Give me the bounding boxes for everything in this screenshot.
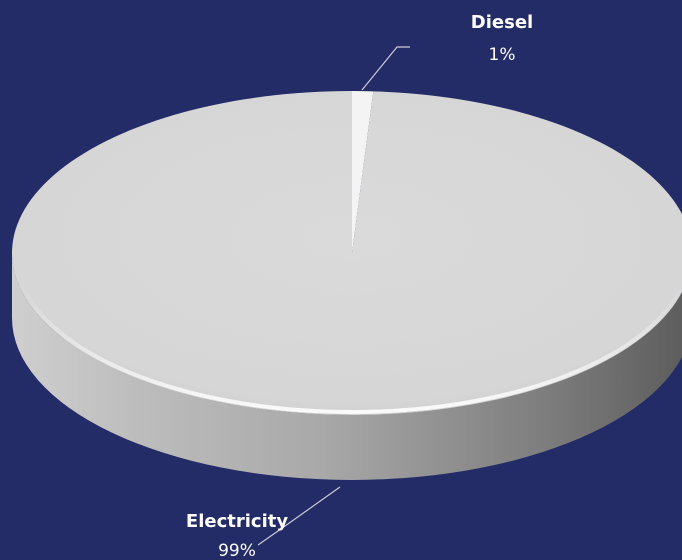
pie-slices <box>11 91 682 415</box>
pie-side-wall <box>12 253 682 480</box>
leader-line-electricity <box>257 486 341 546</box>
slice-label-electricity: Electricity <box>186 511 288 532</box>
slice-value-electricity: 99% <box>218 541 256 560</box>
pie-rim-highlight <box>13 92 682 414</box>
pie-slice-electricity <box>11 91 682 415</box>
slice-label-diesel: Diesel <box>471 12 533 33</box>
pie-slice-diesel <box>352 91 374 253</box>
slice-value-diesel: 1% <box>489 45 516 65</box>
leader-line-diesel <box>361 46 410 91</box>
